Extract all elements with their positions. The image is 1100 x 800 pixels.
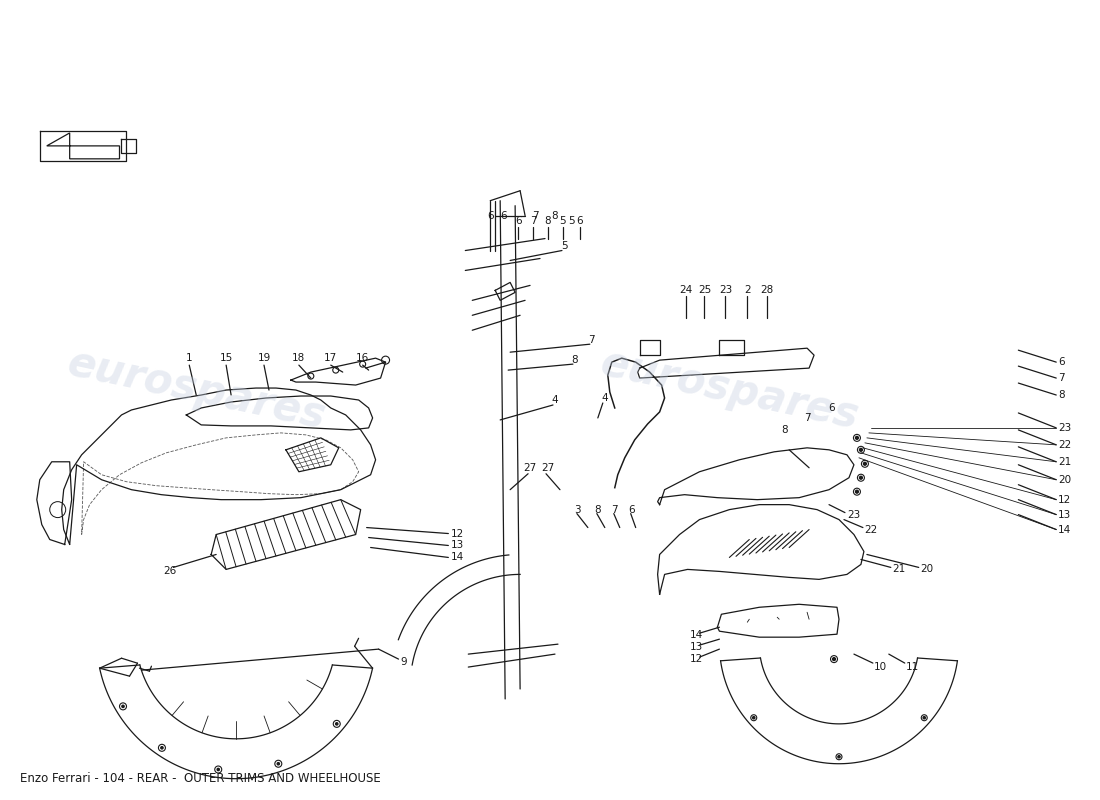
Polygon shape <box>47 133 120 159</box>
Text: 8: 8 <box>781 425 788 435</box>
Text: 6: 6 <box>828 403 835 413</box>
Text: 28: 28 <box>760 286 774 295</box>
Circle shape <box>923 717 925 719</box>
Text: 3: 3 <box>574 505 581 514</box>
Text: 6: 6 <box>499 210 506 221</box>
Text: 20: 20 <box>1058 474 1071 485</box>
Text: 19: 19 <box>257 353 271 363</box>
Text: 7: 7 <box>531 210 538 221</box>
Text: 18: 18 <box>293 353 306 363</box>
Circle shape <box>856 490 858 493</box>
Text: 15: 15 <box>220 353 233 363</box>
Text: 9: 9 <box>400 657 407 667</box>
Text: 20: 20 <box>921 565 934 574</box>
Text: 1: 1 <box>186 353 192 363</box>
Text: 6: 6 <box>576 216 583 226</box>
Text: 4: 4 <box>602 393 608 403</box>
Circle shape <box>856 436 858 439</box>
Circle shape <box>859 448 862 451</box>
Text: 21: 21 <box>892 565 905 574</box>
Text: eurospares: eurospares <box>596 342 862 438</box>
Circle shape <box>864 462 867 466</box>
Text: 7: 7 <box>1058 373 1065 383</box>
Circle shape <box>122 705 124 707</box>
Text: 2: 2 <box>744 286 750 295</box>
Text: 6: 6 <box>487 210 494 221</box>
Text: 13: 13 <box>690 642 703 652</box>
Text: 23: 23 <box>847 510 860 520</box>
Circle shape <box>752 717 755 719</box>
Text: 14: 14 <box>450 553 463 562</box>
Text: 12: 12 <box>690 654 703 664</box>
Text: 21: 21 <box>1058 457 1071 466</box>
Text: 12: 12 <box>1058 494 1071 505</box>
Text: 25: 25 <box>697 286 711 295</box>
Text: 22: 22 <box>864 525 877 534</box>
Text: 17: 17 <box>324 353 338 363</box>
Circle shape <box>838 755 840 758</box>
Text: Enzo Ferrari - 104 - REAR -  OUTER TRIMS AND WHEELHOUSE: Enzo Ferrari - 104 - REAR - OUTER TRIMS … <box>20 772 381 785</box>
Text: 8: 8 <box>552 210 559 221</box>
Text: 7: 7 <box>588 335 595 346</box>
Text: 5: 5 <box>562 241 569 250</box>
Text: 8: 8 <box>594 505 601 514</box>
Circle shape <box>833 658 836 661</box>
Text: 23: 23 <box>1058 423 1071 433</box>
Text: 8: 8 <box>544 216 551 226</box>
Text: 27: 27 <box>524 462 537 473</box>
Text: 6: 6 <box>628 505 635 514</box>
Text: 5: 5 <box>560 216 566 226</box>
Text: 26: 26 <box>163 566 177 577</box>
Circle shape <box>859 476 862 479</box>
Text: 22: 22 <box>1058 440 1071 450</box>
Circle shape <box>277 762 279 765</box>
Circle shape <box>217 768 219 770</box>
Text: 8: 8 <box>1058 390 1065 400</box>
Text: 11: 11 <box>905 662 918 672</box>
Text: 6: 6 <box>515 216 521 226</box>
Text: 13: 13 <box>450 541 463 550</box>
Circle shape <box>161 746 163 749</box>
Text: 8: 8 <box>572 355 579 365</box>
Text: 23: 23 <box>718 286 732 295</box>
Text: 24: 24 <box>679 286 692 295</box>
Text: eurospares: eurospares <box>63 342 329 438</box>
Text: 5: 5 <box>569 216 575 226</box>
Text: 7: 7 <box>804 413 811 423</box>
Text: 7: 7 <box>530 216 537 226</box>
Text: 4: 4 <box>552 395 559 405</box>
Text: 27: 27 <box>541 462 554 473</box>
Text: 14: 14 <box>690 630 703 640</box>
Text: 10: 10 <box>873 662 887 672</box>
Text: 6: 6 <box>1058 357 1065 367</box>
Text: 7: 7 <box>612 505 618 514</box>
Circle shape <box>336 722 338 725</box>
Text: 12: 12 <box>450 529 463 538</box>
Text: 13: 13 <box>1058 510 1071 520</box>
Text: 14: 14 <box>1058 525 1071 534</box>
Text: 16: 16 <box>356 353 370 363</box>
